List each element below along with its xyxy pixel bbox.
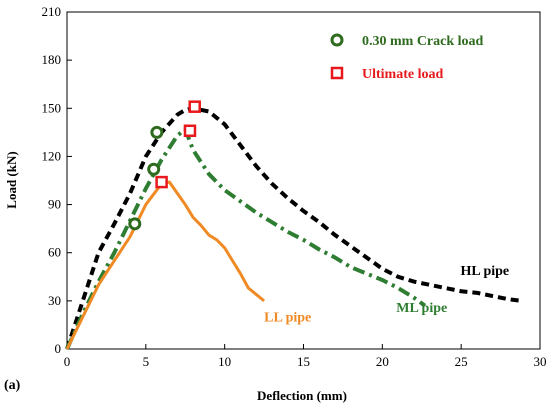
series-annotation: ML pipe — [396, 301, 447, 316]
y-tick-label: 60 — [48, 245, 61, 260]
crack-load-marker — [150, 125, 164, 139]
x-tick-label: 5 — [143, 354, 150, 369]
x-tick-label: 15 — [297, 354, 310, 369]
x-tick-label: 0 — [64, 354, 71, 369]
series-line-ml-pipe — [65, 127, 427, 350]
x-tick-label: 20 — [376, 354, 389, 369]
ultimate-load-marker — [183, 124, 197, 138]
y-axis-label: Load (kN) — [4, 151, 19, 208]
legend-circle-marker — [330, 33, 344, 47]
legend-label: 0.30 mm Crack load — [362, 34, 484, 49]
x-tick-label: 25 — [455, 354, 468, 369]
ultimate-load-marker — [188, 100, 201, 113]
crack-load-marker — [147, 162, 161, 176]
legend-square-marker — [330, 66, 344, 80]
y-tick-label: 120 — [42, 148, 62, 163]
y-tick-label: 180 — [42, 52, 62, 67]
plot-area: 0 5 10 15 20 25 30 0 30 60 90 120 150 180 210 0.30 mm C… — [42, 4, 547, 369]
series-annotation: HL pipe — [460, 264, 509, 279]
y-tick-label: 30 — [48, 293, 61, 308]
x-tick-label: 30 — [534, 354, 547, 369]
series-annotation: LL pipe — [264, 311, 311, 326]
legend-label: Ultimate load — [362, 67, 443, 82]
plot-frame — [66, 11, 541, 350]
series-line-hl-pipe — [65, 106, 522, 350]
y-tick-label: 0 — [55, 341, 62, 356]
x-axis-label: Deflection (mm) — [257, 388, 347, 403]
ultimate-load-marker — [155, 175, 168, 189]
series-line-ll-pipe — [65, 180, 266, 350]
y-tick-label: 210 — [42, 4, 62, 19]
y-tick-label: 150 — [42, 100, 62, 115]
y-tick-label: 90 — [48, 197, 61, 212]
x-tick-label: 10 — [218, 354, 231, 369]
panel-label: (a) — [4, 378, 21, 393]
crack-load-marker — [128, 217, 142, 231]
